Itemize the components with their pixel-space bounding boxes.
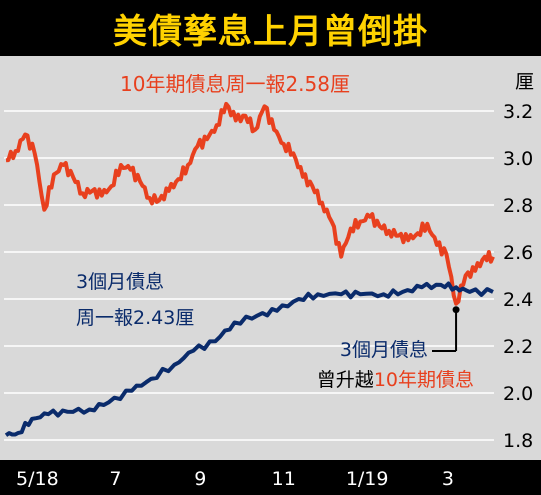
x-tick-label-5: 3: [442, 468, 454, 490]
callout-point: [452, 306, 460, 314]
y-axis-unit: 厘: [515, 71, 534, 93]
ten-year-annotation: 10年期債息周一報2.58厘: [120, 72, 350, 96]
y-tick-label-7: 1.8: [503, 430, 533, 452]
y-tick-label-0: 3.2: [503, 101, 533, 123]
callout-label-line1: 3個月債息: [340, 339, 428, 361]
series-line-three-month: [4, 281, 494, 437]
grid-layer: [4, 110, 494, 441]
series-layer: [4, 101, 495, 437]
x-tick-layer: 5/18 7 9 11 1/19 3: [16, 468, 454, 490]
x-tick-label-0: 5/18: [16, 468, 59, 490]
x-tick-label-3: 11: [272, 468, 296, 490]
y-tick-layer: 3.2 3.0 2.8 2.6 2.4 2.2 2.0 1.8: [503, 101, 533, 452]
y-tick-label-6: 2.0: [503, 383, 533, 405]
callout-layer: 3個月債息 曾升越10年期債息: [317, 306, 474, 391]
three-month-annotation-line2: 周一報2.43厘: [76, 307, 194, 329]
y-tick-label-5: 2.2: [503, 336, 533, 358]
callout-label-line2: 曾升越10年期債息: [317, 369, 474, 391]
y-tick-label-2: 2.8: [503, 195, 533, 217]
y-tick-label-1: 3.0: [503, 148, 533, 170]
x-axis-bar: [0, 460, 541, 495]
y-tick-label-4: 2.4: [503, 289, 533, 311]
three-month-annotation-line1: 3個月債息: [76, 271, 164, 293]
title-bar: 美債孳息上月曾倒掛: [0, 0, 541, 56]
callout-label-prefix: 曾升越: [317, 369, 374, 391]
chart-title: 美債孳息上月曾倒掛: [113, 11, 428, 52]
callout-label-highlight: 10年期債息: [374, 369, 474, 391]
x-tick-label-4: 1/19: [346, 468, 389, 490]
x-tick-label-2: 9: [194, 468, 206, 490]
x-tick-label-1: 7: [109, 468, 121, 490]
series-line-ten-year: [5, 101, 495, 306]
y-tick-label-3: 2.6: [503, 242, 533, 264]
